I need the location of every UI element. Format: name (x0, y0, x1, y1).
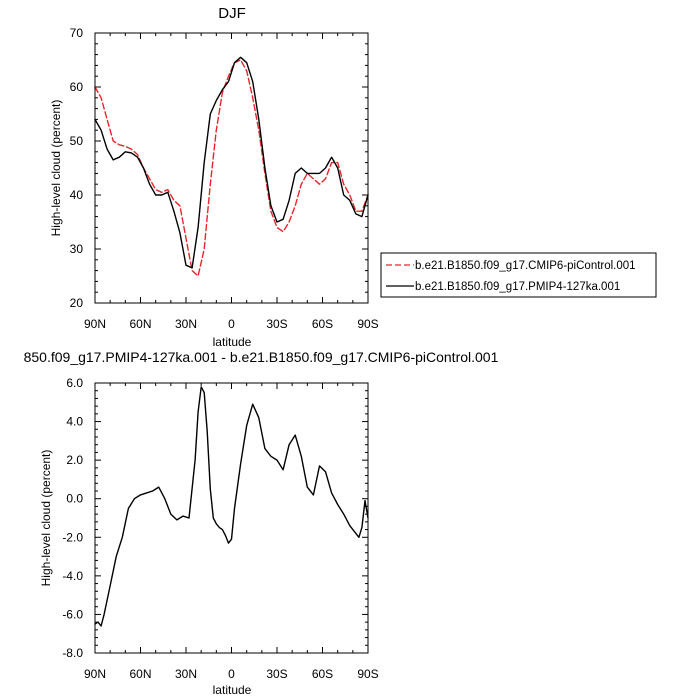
top-x-tick-label: 30N (175, 317, 197, 331)
bottom-x-tick-label: 90S (357, 667, 378, 681)
bottom-y-tick-label: 0.0 (66, 492, 83, 506)
bottom-x-tick-label: 0 (228, 667, 235, 681)
bottom-chart-title: 850.f09_g17.PMIP4-127ka.001 - b.e21.B185… (24, 349, 499, 365)
top-x-tick-label: 90S (357, 317, 378, 331)
top-x-axis-label: latitude (213, 335, 252, 349)
bottom-x-axis-label: latitude (213, 683, 252, 697)
top-series-line-1 (94, 56, 369, 269)
top-series-lines (94, 56, 369, 277)
top-y-tick-labels: 20 30 40 50 60 70 (70, 26, 84, 310)
top-series-line-0 (94, 59, 369, 277)
bottom-y-tick-label: -4.0 (62, 569, 83, 583)
bottom-x-tick-label: 30N (175, 667, 197, 681)
top-y-tick-label: 60 (70, 80, 84, 94)
legend: b.e21.B1850.f09_g17.CMIP6-piControl.001 … (380, 252, 657, 298)
legend-label-picontrol: b.e21.B1850.f09_g17.CMIP6-piControl.001 (415, 260, 636, 272)
top-y-tick-label: 70 (70, 26, 84, 40)
bottom-x-tick-label: 60S (312, 667, 333, 681)
bottom-x-tick-label: 90N (84, 667, 106, 681)
legend-label-127ka: b.e21.B1850.f09_g17.PMIP4-127ka.001 (415, 281, 620, 293)
bottom-y-axis-label: High-level cloud (percent) (39, 450, 53, 587)
legend-box (380, 252, 657, 298)
top-chart-title: DJF (218, 5, 246, 22)
bottom-y-tick-label: -6.0 (62, 607, 83, 621)
bottom-y-tick-label: 6.0 (66, 376, 83, 390)
top-x-tick-label: 30S (266, 317, 287, 331)
bottom-x-tick-label: 60N (129, 667, 151, 681)
top-x-tick-label: 0 (228, 317, 235, 331)
bottom-y-tick-label: -8.0 (62, 646, 83, 660)
top-y-tick-label: 40 (70, 188, 84, 202)
bottom-plot-frame (94, 382, 369, 654)
bottom-series-lines (94, 386, 369, 627)
bottom-y-tick-label: 2.0 (66, 453, 83, 467)
bottom-series-line-0 (94, 386, 369, 627)
panel-top: DJF 20 30 40 50 60 70 90N 60N 30N 0 30S 60S 90S lat… (49, 5, 379, 349)
bottom-axes-ticks (94, 382, 369, 654)
top-y-axis-label: High-level cloud (percent) (49, 100, 63, 237)
top-x-tick-label: 60N (129, 317, 151, 331)
top-y-tick-label: 20 (70, 296, 84, 310)
bottom-x-tick-label: 30S (266, 667, 287, 681)
top-y-tick-label: 50 (70, 134, 84, 148)
panel-bottom: 850.f09_g17.PMIP4-127ka.001 - b.e21.B185… (24, 349, 499, 697)
top-x-tick-label: 60S (312, 317, 333, 331)
top-x-tick-label: 90N (84, 317, 106, 331)
top-plot-frame (94, 32, 369, 304)
bottom-y-tick-labels: -8.0 -6.0 -4.0 -2.0 0.0 2.0 4.0 6.0 (62, 376, 83, 660)
top-y-tick-label: 30 (70, 242, 84, 256)
bottom-y-tick-label: 4.0 (66, 415, 83, 429)
top-x-tick-labels: 90N 60N 30N 0 30S 60S 90S (84, 317, 379, 331)
bottom-y-tick-label: -2.0 (62, 530, 83, 544)
bottom-x-tick-labels: 90N 60N 30N 0 30S 60S 90S (84, 667, 379, 681)
